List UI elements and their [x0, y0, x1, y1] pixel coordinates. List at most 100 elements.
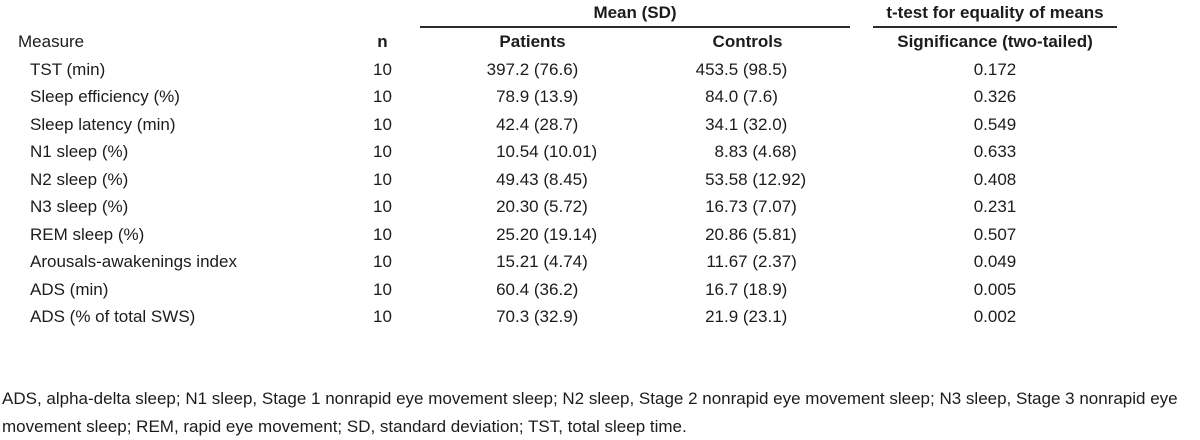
- column-header-row: Measure n Patients Controls Significance…: [0, 28, 1200, 56]
- mean-integer-part: 453: [695, 59, 724, 79]
- mean-integer-part: 42: [496, 114, 515, 134]
- filler-cell: [1140, 56, 1200, 84]
- filler-cell: [1140, 221, 1200, 249]
- measure-cell: ADS (% of total SWS): [30, 307, 196, 327]
- measure-cell: N2 sleep (%): [30, 169, 129, 189]
- table-row: TST (min) 10 397.2 (76.6) 453.5 (98.5) 0.172: [0, 56, 1200, 84]
- table-row: N2 sleep (%) 10 49.43 (8.45) 53.58 (12.92) 0…: [0, 166, 1200, 194]
- patients-mean-sd-cell: 397.2 (76.6): [420, 56, 645, 84]
- mean-integer-part: 20: [496, 197, 515, 217]
- column-header-significance: Significance (two-tailed): [897, 32, 1093, 51]
- mean-fraction-and-sd: .83 (4.68): [724, 142, 797, 162]
- measure-cell: ADS (min): [30, 279, 109, 299]
- mean-integer-part: 25: [496, 224, 515, 244]
- mean-integer-part: 78: [496, 87, 515, 107]
- patients-mean-sd-cell: 78.9 (13.9): [420, 84, 645, 112]
- controls-mean-sd-cell: 16.73 (7.07): [645, 194, 850, 222]
- significance-cell: 0.172: [973, 59, 1017, 79]
- mean-integer-part: 53: [705, 169, 724, 189]
- mean-fraction-and-sd: .4 (28.7): [515, 114, 579, 134]
- measure-cell: REM sleep (%): [30, 224, 145, 244]
- mean-fraction-and-sd: .2 (76.6): [515, 59, 579, 79]
- controls-mean-sd-cell: 34.1 (32.0): [645, 111, 850, 139]
- mean-fraction-and-sd: .30 (5.72): [515, 197, 588, 217]
- filler-cell: [1140, 276, 1200, 304]
- n-cell: 10: [373, 197, 392, 217]
- mean-fraction-and-sd: .9 (23.1): [724, 307, 788, 327]
- table-footnote: ADS, alpha-delta sleep; N1 sleep, Stage …: [2, 389, 1178, 436]
- mean-fraction-and-sd: .73 (7.07): [724, 197, 797, 217]
- mean-integer-part: 11: [706, 252, 724, 272]
- table-row: Sleep latency (min) 10 42.4 (28.7) 34.1 (32…: [0, 111, 1200, 139]
- mean-integer-part: 16: [705, 279, 724, 299]
- column-header-controls: Controls: [712, 32, 783, 51]
- mean-fraction-and-sd: .4 (36.2): [515, 279, 579, 299]
- controls-mean-sd-cell: 16.7 (18.9): [645, 276, 850, 304]
- mean-integer-part: 16: [705, 197, 724, 217]
- spanner-t-test-label: t-test for equality of means: [873, 3, 1117, 28]
- mean-fraction-and-sd: .9 (13.9): [515, 87, 579, 107]
- table-header: Mean (SD) t-test for equality of means M…: [0, 0, 1200, 56]
- patients-mean-sd-cell: 25.20 (19.14): [420, 221, 645, 249]
- filler-cell: [1140, 166, 1200, 194]
- mean-integer-part: 10: [496, 142, 515, 162]
- mean-integer-part: 34: [705, 114, 724, 134]
- n-cell: 10: [373, 224, 392, 244]
- patients-mean-sd-cell: 20.30 (5.72): [420, 194, 645, 222]
- patients-mean-sd-cell: 42.4 (28.7): [420, 111, 645, 139]
- n-cell: 10: [373, 59, 392, 79]
- spanner-mean-sd: Mean (SD): [420, 0, 850, 28]
- spanner-empty-measure: [0, 0, 345, 28]
- filler-cell: [1140, 249, 1200, 277]
- spanner-empty-filler: [1140, 0, 1200, 28]
- table-row: ADS (min) 10 60.4 (36.2) 16.7 (18.9) 0.005: [0, 276, 1200, 304]
- measure-cell: N3 sleep (%): [30, 197, 129, 217]
- controls-mean-sd-cell: 453.5 (98.5): [645, 56, 850, 84]
- mean-integer-part: 15: [496, 252, 515, 272]
- measure-cell: Arousals-awakenings index: [30, 252, 237, 272]
- significance-cell: 0.326: [973, 87, 1017, 107]
- mean-integer-part: 21: [705, 307, 724, 327]
- mean-fraction-and-sd: .21 (4.74): [515, 252, 588, 272]
- controls-mean-sd-cell: 53.58 (12.92): [645, 166, 850, 194]
- filler-cell: [1140, 139, 1200, 167]
- mean-integer-part: 84: [705, 87, 724, 107]
- mean-fraction-and-sd: .7 (18.9): [724, 279, 788, 299]
- table-row: ADS (% of total SWS) 10 70.3 (32.9) 21.9 (2…: [0, 304, 1200, 332]
- table-row: Sleep efficiency (%) 10 78.9 (13.9) 84.0 (7…: [0, 84, 1200, 112]
- mean-fraction-and-sd: .86 (5.81): [724, 224, 797, 244]
- mean-integer-part: 20: [705, 224, 724, 244]
- mean-fraction-and-sd: .0 (7.6): [724, 87, 778, 107]
- measure-cell: Sleep latency (min): [30, 114, 176, 134]
- column-header-measure: Measure: [18, 32, 85, 51]
- mean-integer-part: 397: [486, 59, 515, 79]
- n-cell: 10: [373, 169, 392, 189]
- significance-cell: 0.507: [973, 224, 1017, 244]
- spanner-t-test: t-test for equality of means: [850, 0, 1140, 28]
- controls-mean-sd-cell: 8.83 (4.68): [645, 139, 850, 167]
- significance-cell: 0.002: [973, 307, 1017, 327]
- table-row: N1 sleep (%) 10 10.54 (10.01) 8.83 (4.68) 0.…: [0, 139, 1200, 167]
- controls-mean-sd-cell: 11.67 (2.37): [645, 249, 850, 277]
- mean-fraction-and-sd: .3 (32.9): [515, 307, 579, 327]
- filler-cell: [1140, 304, 1200, 332]
- table-body: TST (min) 10 397.2 (76.6) 453.5 (98.5) 0.172…: [0, 56, 1200, 331]
- significance-cell: 0.408: [973, 169, 1017, 189]
- mean-integer-part: 70: [496, 307, 515, 327]
- n-cell: 10: [373, 307, 392, 327]
- table-row: Arousals-awakenings index 10 15.21 (4.74) 1…: [0, 249, 1200, 277]
- controls-mean-sd-cell: 21.9 (23.1): [645, 304, 850, 332]
- filler-cell: [1140, 111, 1200, 139]
- mean-fraction-and-sd: .5 (98.5): [724, 59, 788, 79]
- significance-cell: 0.633: [973, 142, 1017, 162]
- n-cell: 10: [373, 279, 392, 299]
- measure-cell: TST (min): [30, 59, 106, 79]
- mean-fraction-and-sd: .1 (32.0): [724, 114, 788, 134]
- filler-cell: [1140, 194, 1200, 222]
- measure-cell: Sleep efficiency (%): [30, 87, 180, 107]
- mean-integer-part: 60: [496, 279, 515, 299]
- mean-fraction-and-sd: .58 (12.92): [724, 169, 807, 189]
- significance-cell: 0.231: [973, 197, 1017, 217]
- significance-cell: 0.005: [973, 279, 1017, 299]
- patients-mean-sd-cell: 15.21 (4.74): [420, 249, 645, 277]
